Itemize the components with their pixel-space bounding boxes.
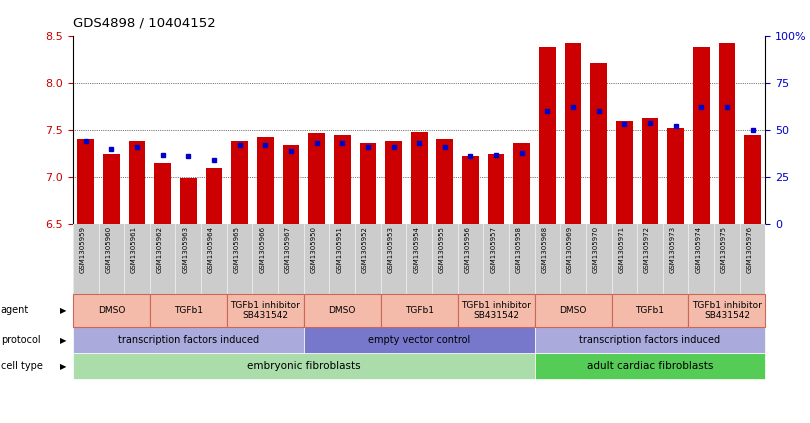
Text: GSM1305954: GSM1305954: [413, 226, 420, 273]
Text: empty vector control: empty vector control: [368, 335, 471, 345]
Bar: [590, 63, 607, 224]
Text: GSM1305972: GSM1305972: [644, 226, 650, 273]
Text: GSM1305958: GSM1305958: [516, 226, 522, 273]
Text: GSM1305957: GSM1305957: [490, 226, 496, 273]
Bar: [463, 157, 479, 224]
Text: GSM1305959: GSM1305959: [79, 226, 86, 273]
Text: GSM1305976: GSM1305976: [747, 226, 752, 273]
Text: GSM1305967: GSM1305967: [285, 226, 291, 273]
Text: GSM1305964: GSM1305964: [208, 226, 214, 273]
Text: GSM1305961: GSM1305961: [131, 226, 137, 273]
Text: TGFb1: TGFb1: [405, 306, 433, 315]
Bar: [155, 163, 171, 224]
Text: embryonic fibroblasts: embryonic fibroblasts: [247, 361, 360, 371]
Text: TGFb1 inhibitor
SB431542: TGFb1 inhibitor SB431542: [692, 301, 762, 320]
Text: DMSO: DMSO: [560, 306, 586, 315]
Text: ▶: ▶: [60, 335, 66, 345]
Bar: [129, 141, 145, 224]
Text: ▶: ▶: [60, 362, 66, 371]
Bar: [232, 141, 248, 224]
Text: GSM1305975: GSM1305975: [721, 226, 727, 273]
Text: ■: ■: [73, 359, 83, 369]
Bar: [78, 140, 94, 224]
Text: GSM1305950: GSM1305950: [310, 226, 317, 273]
Text: TGFb1: TGFb1: [636, 306, 664, 315]
Bar: [360, 143, 376, 224]
Bar: [386, 141, 402, 224]
Bar: [103, 154, 120, 224]
Text: TGFb1 inhibitor
SB431542: TGFb1 inhibitor SB431542: [461, 301, 531, 320]
Bar: [616, 121, 633, 224]
Text: agent: agent: [1, 305, 29, 316]
Text: TGFb1 inhibitor
SB431542: TGFb1 inhibitor SB431542: [230, 301, 301, 320]
Text: GSM1305955: GSM1305955: [439, 226, 445, 273]
Text: DMSO: DMSO: [329, 306, 356, 315]
Text: GSM1305951: GSM1305951: [336, 226, 342, 273]
Bar: [667, 128, 684, 224]
Bar: [565, 44, 582, 224]
Text: transcription factors induced: transcription factors induced: [579, 335, 721, 345]
Bar: [334, 135, 351, 224]
Text: GSM1305973: GSM1305973: [670, 226, 676, 273]
Text: transcription factors induced: transcription factors induced: [117, 335, 259, 345]
Text: GSM1305956: GSM1305956: [464, 226, 471, 273]
Text: TGFb1: TGFb1: [174, 306, 202, 315]
Bar: [744, 135, 761, 224]
Text: GSM1305968: GSM1305968: [541, 226, 548, 273]
Text: GSM1305966: GSM1305966: [259, 226, 266, 273]
Text: GSM1305969: GSM1305969: [567, 226, 573, 273]
Text: GSM1305974: GSM1305974: [695, 226, 701, 273]
Text: adult cardiac fibroblasts: adult cardiac fibroblasts: [586, 361, 714, 371]
Bar: [411, 132, 428, 224]
Text: GSM1305971: GSM1305971: [618, 226, 625, 273]
Bar: [718, 43, 735, 224]
Text: cell type: cell type: [1, 361, 43, 371]
Text: GSM1305952: GSM1305952: [362, 226, 368, 273]
Bar: [257, 137, 274, 224]
Bar: [180, 178, 197, 224]
Bar: [539, 47, 556, 224]
Text: GSM1305963: GSM1305963: [182, 226, 188, 273]
Text: GSM1305965: GSM1305965: [233, 226, 240, 273]
Bar: [514, 143, 530, 224]
Text: GDS4898 / 10404152: GDS4898 / 10404152: [73, 17, 215, 30]
Bar: [206, 168, 222, 224]
Bar: [642, 118, 659, 224]
Text: ■: ■: [73, 341, 83, 351]
Bar: [693, 47, 710, 224]
Text: GSM1305970: GSM1305970: [593, 226, 599, 273]
Text: transformed count: transformed count: [87, 341, 178, 351]
Bar: [437, 140, 453, 224]
Text: GSM1305960: GSM1305960: [105, 226, 111, 273]
Text: ▶: ▶: [60, 306, 66, 315]
Bar: [309, 133, 325, 224]
Bar: [488, 154, 505, 224]
Bar: [283, 145, 299, 224]
Text: DMSO: DMSO: [98, 306, 125, 315]
Text: GSM1305962: GSM1305962: [156, 226, 163, 273]
Text: protocol: protocol: [1, 335, 41, 345]
Text: percentile rank within the sample: percentile rank within the sample: [87, 359, 253, 369]
Text: GSM1305953: GSM1305953: [387, 226, 394, 273]
